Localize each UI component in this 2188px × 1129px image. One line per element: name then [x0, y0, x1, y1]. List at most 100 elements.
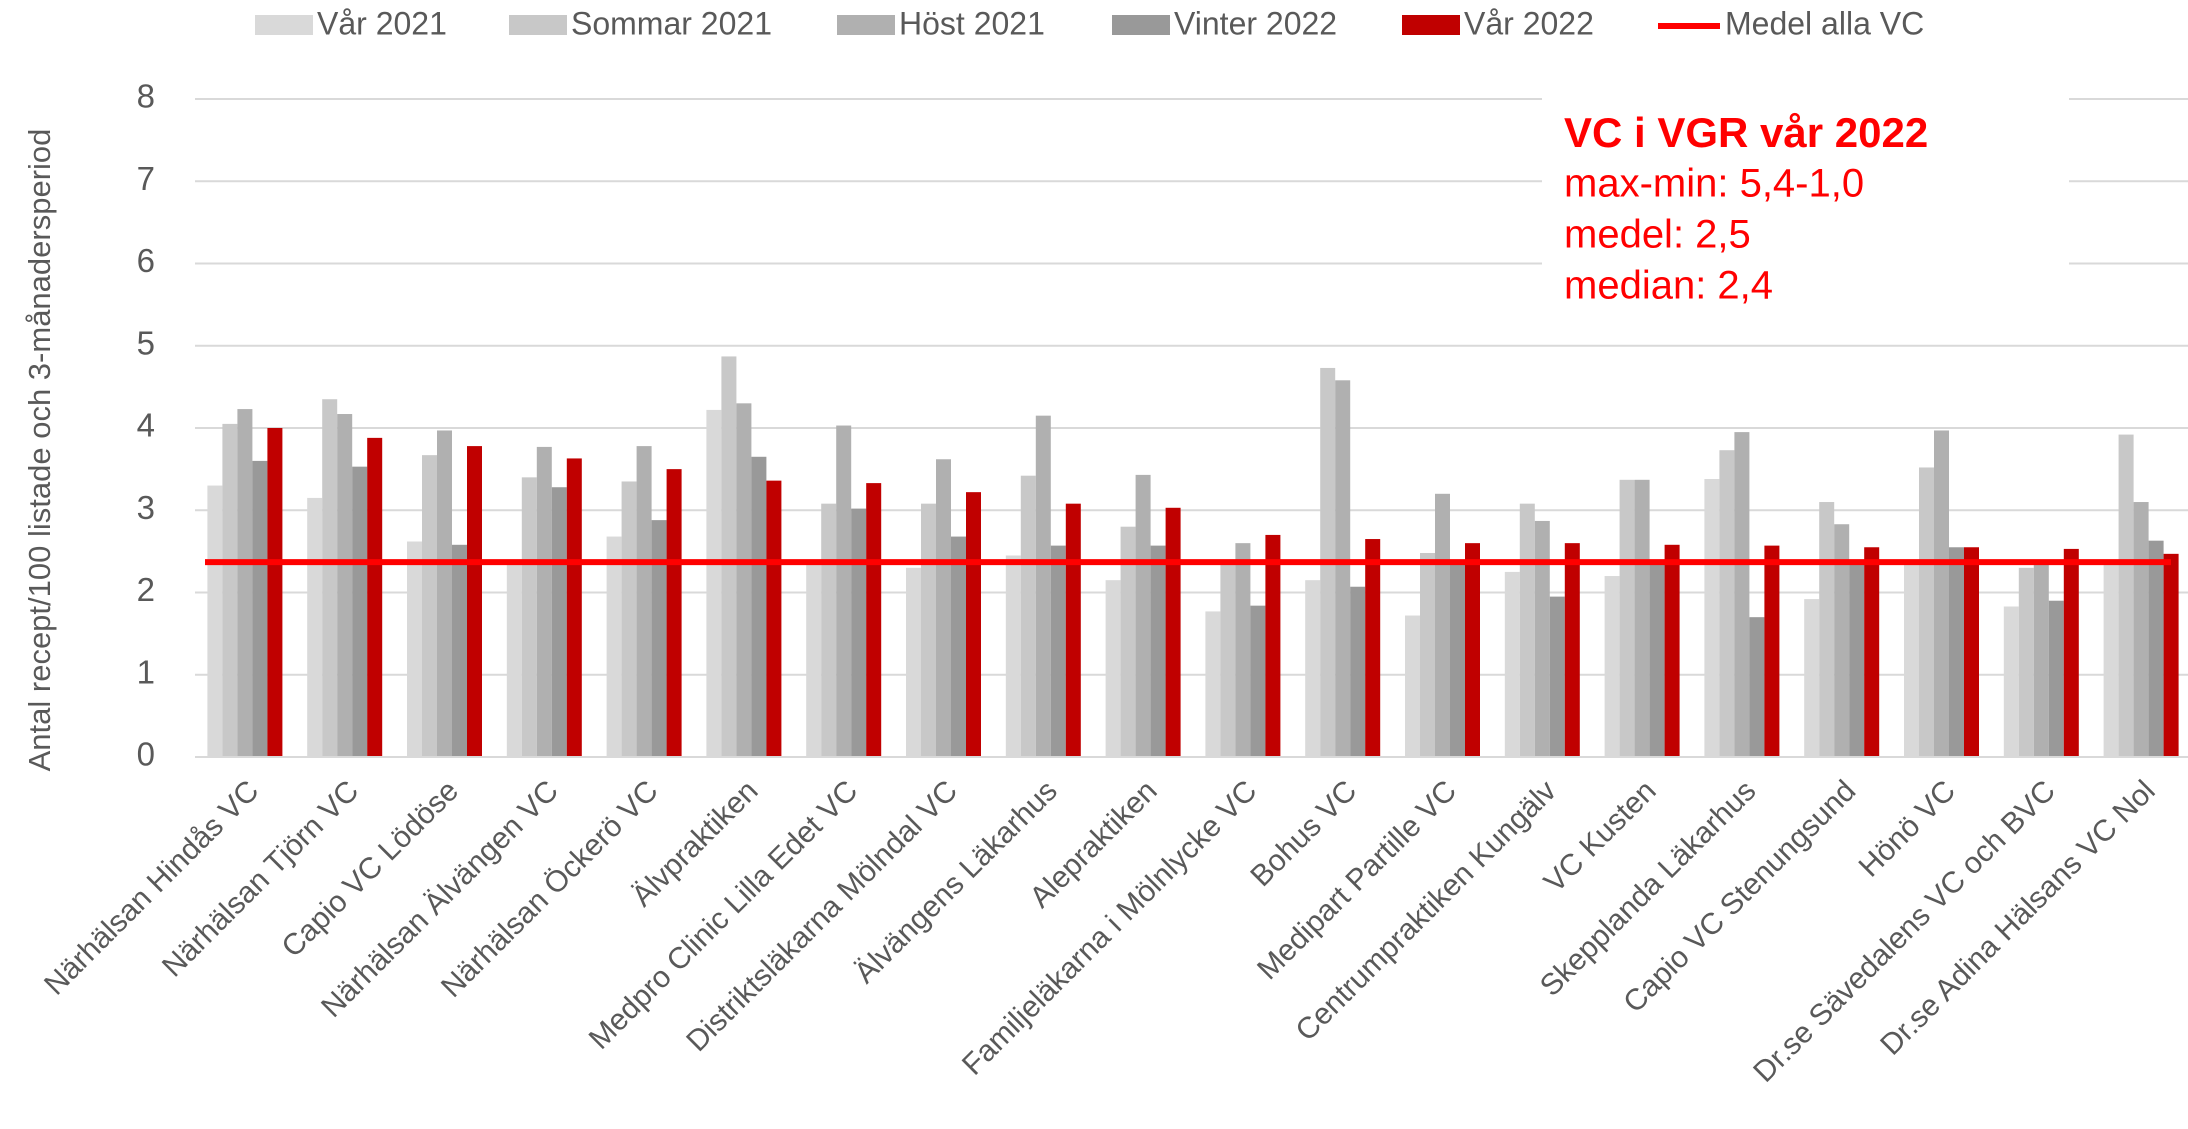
legend-label: Medel alla VC: [1725, 5, 1924, 41]
bar: [2163, 553, 2179, 757]
bar: [1020, 475, 1036, 757]
y-tick-label: 4: [137, 407, 155, 444]
bar: [736, 403, 752, 757]
bar: [1235, 543, 1251, 757]
bar: [1065, 503, 1081, 757]
bar: [1834, 524, 1850, 757]
legend-swatch: [1402, 15, 1460, 35]
y-tick-label: 7: [137, 160, 155, 197]
bar: [551, 487, 567, 757]
bar: [1964, 547, 1979, 757]
bar: [1250, 605, 1266, 757]
bar: [1105, 580, 1121, 757]
bar: [1819, 502, 1835, 757]
bar: [1864, 547, 1880, 757]
bar: [1135, 474, 1151, 757]
bar: [407, 541, 422, 757]
bar: [1934, 430, 1949, 757]
bar: [1205, 611, 1221, 757]
bar: [651, 520, 667, 757]
bar: [1604, 576, 1620, 757]
bar: [1749, 617, 1765, 757]
bar: [467, 446, 482, 757]
legend-label: Vår 2022: [1464, 5, 1594, 41]
bar: [452, 544, 467, 757]
bar: [1005, 555, 1021, 757]
bar: [2003, 606, 2019, 757]
y-axis-label: Antal recept/100 listade och 3-månadersp…: [22, 129, 57, 772]
bar: [1450, 561, 1465, 757]
bar: [1734, 432, 1750, 757]
bar: [322, 399, 338, 757]
y-tick-label: 1: [137, 653, 155, 690]
annotation-box: [1542, 95, 2069, 313]
bar: [636, 446, 652, 757]
x-tick-label: Capio VC Lödöse: [275, 774, 465, 964]
x-tick-label: Medipart Partille VC: [1251, 774, 1463, 986]
y-tick-label: 6: [137, 242, 155, 279]
bar: [606, 536, 622, 757]
bar: [621, 481, 637, 757]
bar: [766, 480, 782, 757]
bar: [951, 536, 966, 757]
bar: [866, 483, 882, 757]
bar: [1564, 543, 1580, 757]
bar: [1335, 380, 1351, 757]
bar: [1305, 580, 1321, 757]
bar: [1120, 526, 1136, 757]
bar: [936, 459, 951, 757]
bar: [1350, 586, 1366, 757]
bar: [1265, 534, 1281, 757]
bar: [1435, 493, 1450, 757]
bar: [2033, 561, 2049, 757]
y-tick-label: 0: [137, 736, 155, 773]
bar: [337, 414, 353, 757]
annotation-title: VC i VGR vår 2022: [1564, 109, 1928, 156]
bar: [422, 455, 437, 757]
bar: [536, 446, 552, 757]
bar: [1549, 596, 1565, 757]
bar: [836, 425, 852, 757]
bar: [1804, 599, 1820, 757]
bar: [1465, 543, 1480, 757]
bar: [352, 466, 368, 757]
bar: [2148, 540, 2164, 757]
y-tick-label: 3: [137, 489, 155, 526]
bar: [237, 409, 253, 757]
annotation-line: medel: 2,5: [1564, 213, 1751, 257]
bar: [1849, 561, 1865, 757]
annotation-line: max-min: 5,4-1,0: [1564, 162, 1864, 206]
bar: [307, 497, 323, 757]
bar: [1150, 545, 1166, 757]
bar: [721, 356, 737, 757]
legend-label: Vinter 2022: [1174, 5, 1337, 41]
bar: [1764, 545, 1780, 757]
bar: [2048, 600, 2064, 757]
bar: [2118, 434, 2134, 757]
y-tick-label: 5: [137, 324, 155, 361]
bar: [437, 430, 452, 757]
bar: [1420, 553, 1435, 757]
legend-swatch: [837, 15, 895, 35]
legend-swatch: [509, 15, 567, 35]
bar: [1704, 478, 1720, 757]
annotation-line: median: 2,4: [1564, 264, 1773, 308]
bar: [1919, 467, 1934, 757]
legend-label: Höst 2021: [899, 5, 1045, 41]
bar: [1649, 561, 1665, 757]
bar: [1519, 503, 1535, 757]
bar: [2018, 567, 2034, 757]
bar: [2063, 548, 2079, 757]
y-tick-label: 2: [137, 571, 155, 608]
bar: [207, 485, 223, 757]
legend-label: Vår 2021: [317, 5, 447, 41]
legend-swatch: [255, 15, 313, 35]
bar: [751, 456, 767, 757]
bar: [2133, 502, 2149, 757]
bar: [1365, 539, 1381, 757]
bar: [566, 458, 582, 757]
bar: [1719, 450, 1735, 757]
x-tick-label: Närhälsan Tjörn VC: [156, 774, 365, 983]
bar: [2103, 561, 2119, 757]
